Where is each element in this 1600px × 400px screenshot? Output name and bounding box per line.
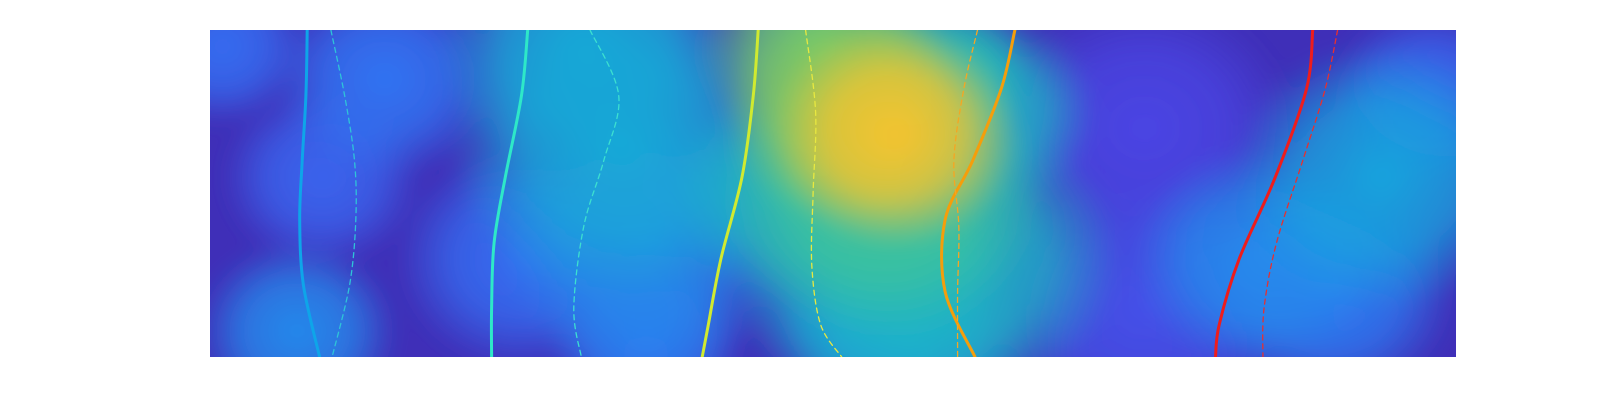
solid-series-line-3 <box>489 30 530 357</box>
solid-series-line-9 <box>1214 30 1315 357</box>
dashed-series-line-10 <box>1262 30 1339 357</box>
dashed-series-line-8 <box>953 30 979 357</box>
solid-series-line-1 <box>298 30 322 357</box>
heat-blob <box>770 30 1020 247</box>
dashed-series-line-2 <box>330 30 357 357</box>
dashed-series-line-4 <box>573 30 620 357</box>
dashed-series-line-6 <box>804 30 843 357</box>
heat-blob <box>1231 42 1456 312</box>
heat-blob <box>210 241 397 357</box>
series-lines <box>298 30 1339 357</box>
heatmap-field <box>210 30 1456 357</box>
solid-series-line-5 <box>700 30 760 357</box>
